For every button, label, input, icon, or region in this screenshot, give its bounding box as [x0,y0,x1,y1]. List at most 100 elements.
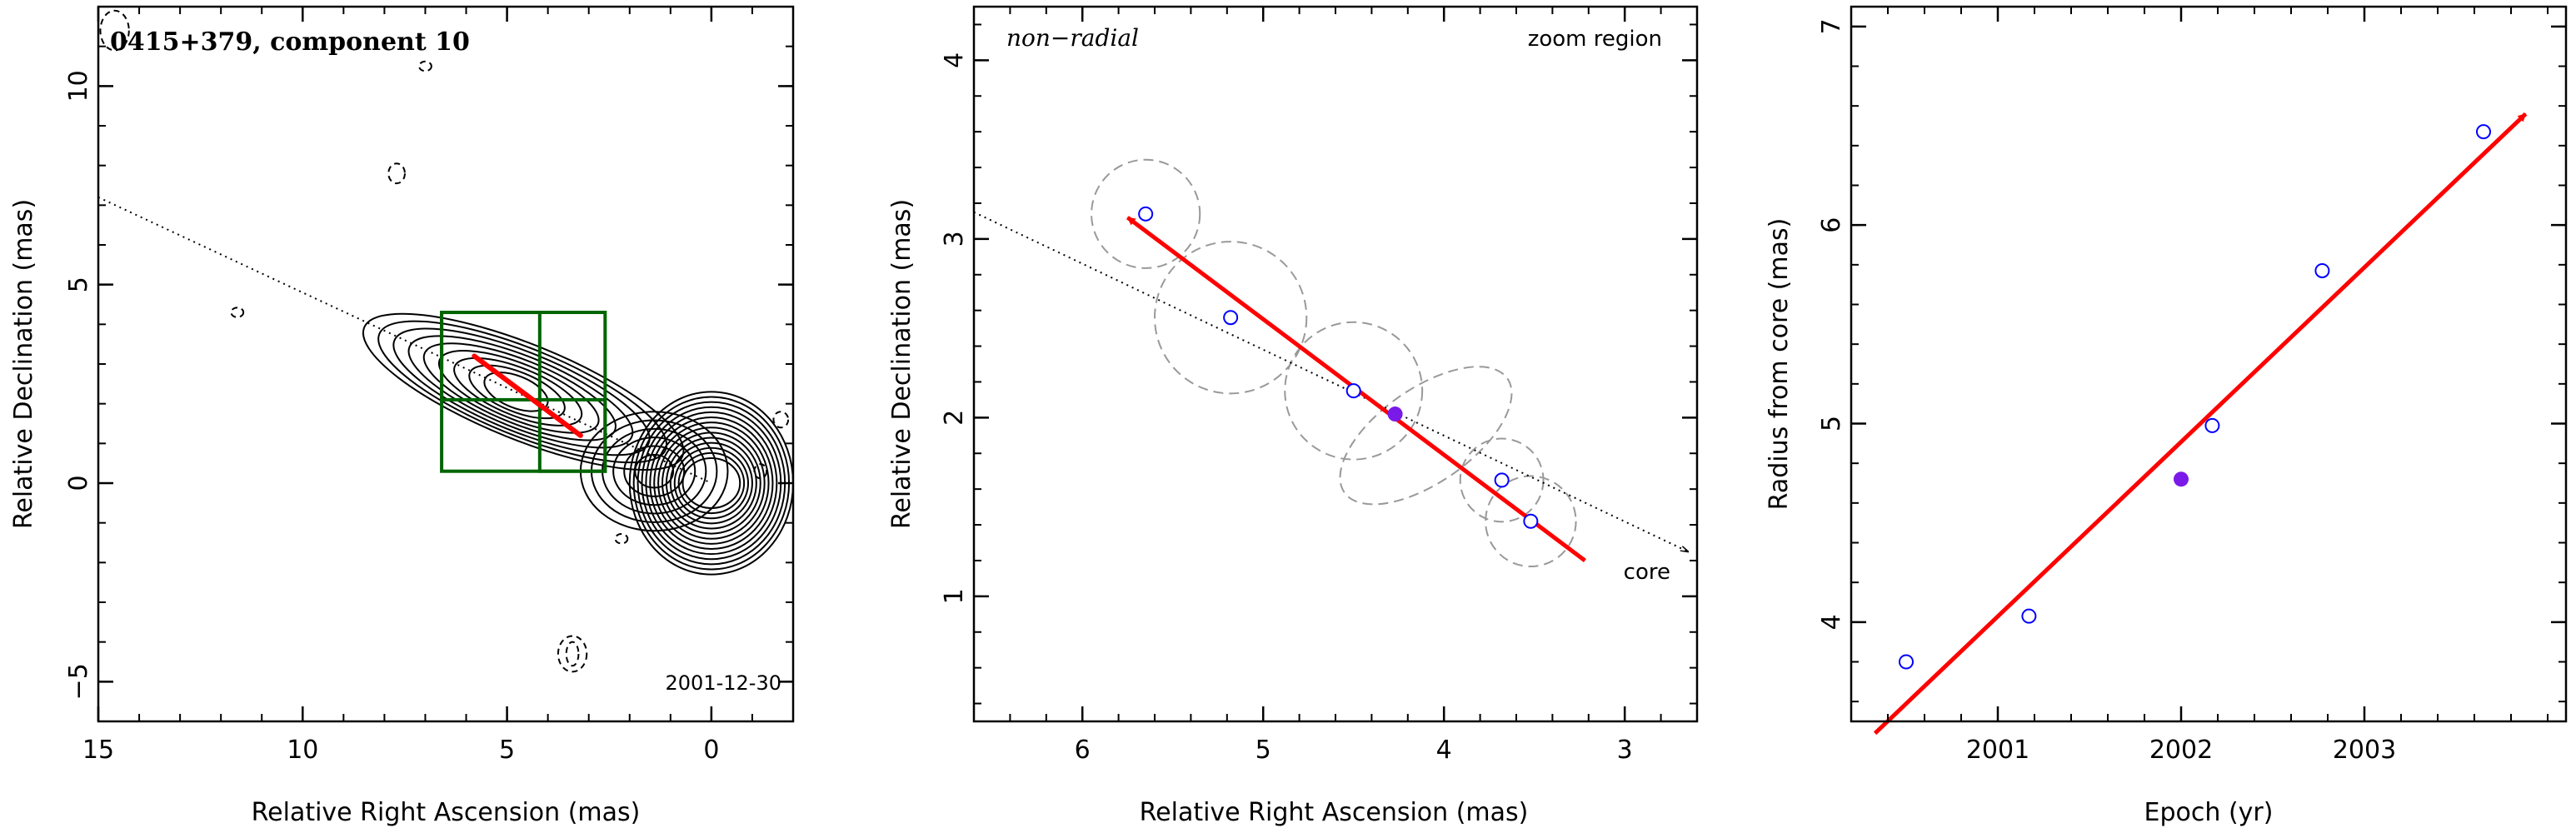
p1-zoom-box [537,397,607,473]
p3-ytick-label: 7 [1817,18,1846,34]
p2-uncertainty-circle [1154,241,1308,395]
p3-points [1899,124,2491,670]
p3-ytick-label: 4 [1817,614,1846,630]
p1-frame [97,5,795,723]
p1-isolated-contour [614,533,629,545]
p2-uncertainty-circle [1284,321,1424,461]
p1-bridge-contour [623,445,686,497]
p3-xtick-label: 2003 [2333,736,2396,765]
p1-title: 0415+379, component 10 [110,27,470,57]
p3-point [2021,608,2037,624]
p2-point [1223,310,1239,326]
p2-highlight-point [1387,407,1403,422]
p1-ylabel: Relative Declination (mas) [9,199,38,529]
p2-uncertainty-circle [1091,158,1201,269]
p3-ticks: 2001 2002 2003 4 5 6 7 [1817,7,2566,765]
p2-uncertainty-circle [1485,475,1577,568]
p1-isolated-contour [418,60,432,72]
p2-jet-axis [973,211,1688,552]
p3-xlabel: Epoch (yr) [2144,798,2274,827]
p1-xtick-label: 10 [287,736,318,765]
p1-zoom-boxes [440,311,607,473]
p1-core-contour [649,416,774,550]
p1-xlabel: Relative Right Ascension (mas) [252,798,641,827]
p2-xtick-label: 4 [1436,736,1452,765]
p1-bridge-contour [602,427,707,515]
p1-xtick-label: 0 [703,736,719,765]
p3-highlight-point [2174,471,2189,487]
p3-xtick-label: 2002 [2149,736,2213,765]
p2-xtick-label: 5 [1256,736,1271,765]
p1-ytick-label: 5 [64,277,93,292]
p2-point [1523,513,1539,529]
p1-jet-contour [453,357,583,426]
p1-core-contour [653,421,770,545]
p1-isolated-contour [230,307,245,318]
p1-zoom-box [440,311,542,402]
p3-point [1899,654,1914,670]
p1-bridge-contour [612,436,696,506]
p3-ylabel: Radius from core (mas) [1765,218,1794,511]
p3-ytick-label: 5 [1817,416,1846,431]
p1-bridge-contour [634,453,675,489]
p2-nonradial-label: non−radial [1006,24,1139,52]
p1-xtick-label: 15 [82,736,114,765]
p2-uncertainty-circle [1459,437,1545,523]
p2-ticks: 6 5 4 3 1 2 3 4 [940,7,1698,765]
p1-isolated-contour [772,411,790,429]
p1-date-label: 2001-12-30 [666,671,781,695]
p3-point [2314,262,2330,278]
p3-fit-line [1873,112,2528,736]
p1-jet-contour [392,327,651,456]
panel-contour-map: 15 10 5 0 −5 0 5 10 0415+379, component 10 2001… [9,5,795,827]
p1-jet-contour [483,372,549,412]
p2-ytick-label: 1 [940,588,969,604]
p1-core-contour [673,446,750,520]
p1-isolated-contour [753,463,768,480]
p2-ylabel: Relative Declination (mas) [887,199,916,529]
p1-ticks: 15 10 5 0 −5 0 5 10 [64,6,794,765]
p3-frame [1850,5,2568,723]
p1-ytick-label: 0 [64,475,93,491]
p2-highlight-ellipse [1339,366,1513,506]
p1-jet-contour [422,342,617,441]
p3-ytick-label: 6 [1817,217,1846,233]
p2-zoom-region-label: zoom region [1528,27,1662,52]
p3-xtick-label: 2001 [1966,736,2029,765]
p1-core-contour [677,451,746,515]
p1-xtick-label: 5 [499,736,515,765]
p1-core-contour [645,411,778,556]
p1-contours [362,312,794,576]
p1-isolated-contour [557,635,588,673]
p1-jet-contour [437,350,600,434]
p1-jet-contour [407,335,634,449]
panel-radius-epoch: 2001 2002 2003 4 5 6 7 Epoch (yr) Radius from … [1765,5,2568,827]
p2-uncertainty-circles [1091,158,1577,568]
p1-core-contour [657,426,766,540]
p2-ytick-label: 3 [940,231,969,247]
p2-xtick-label: 3 [1617,736,1633,765]
p2-point [1345,383,1361,399]
p1-trajectory-arrow [472,353,583,438]
p2-frame [972,5,1699,723]
p1-ytick-label: −5 [64,663,93,700]
p1-ytick-label: 10 [64,70,93,102]
p2-ytick-label: 2 [940,410,969,426]
p3-point [2204,417,2220,433]
p2-points [1138,206,1539,529]
p1-isolated-contour [99,9,130,52]
p2-point [1138,206,1154,222]
p1-isolated-contour [565,641,580,667]
p1-isolated-contour [387,162,406,185]
p2-xlabel: Relative Right Ascension (mas) [1140,798,1529,827]
p1-negative-contours [99,9,790,673]
panel-zoom-region: 6 5 4 3 1 2 3 4 non−radial zoom region core Rel… [887,5,1699,827]
p2-ytick-label: 4 [940,52,969,68]
p2-point [1494,472,1510,488]
p3-point [2476,124,2491,140]
p1-jet-axis [97,196,712,484]
p2-core-label: core [1624,560,1670,585]
p1-core-contour [669,441,753,525]
p1-jet-contour [468,364,566,420]
